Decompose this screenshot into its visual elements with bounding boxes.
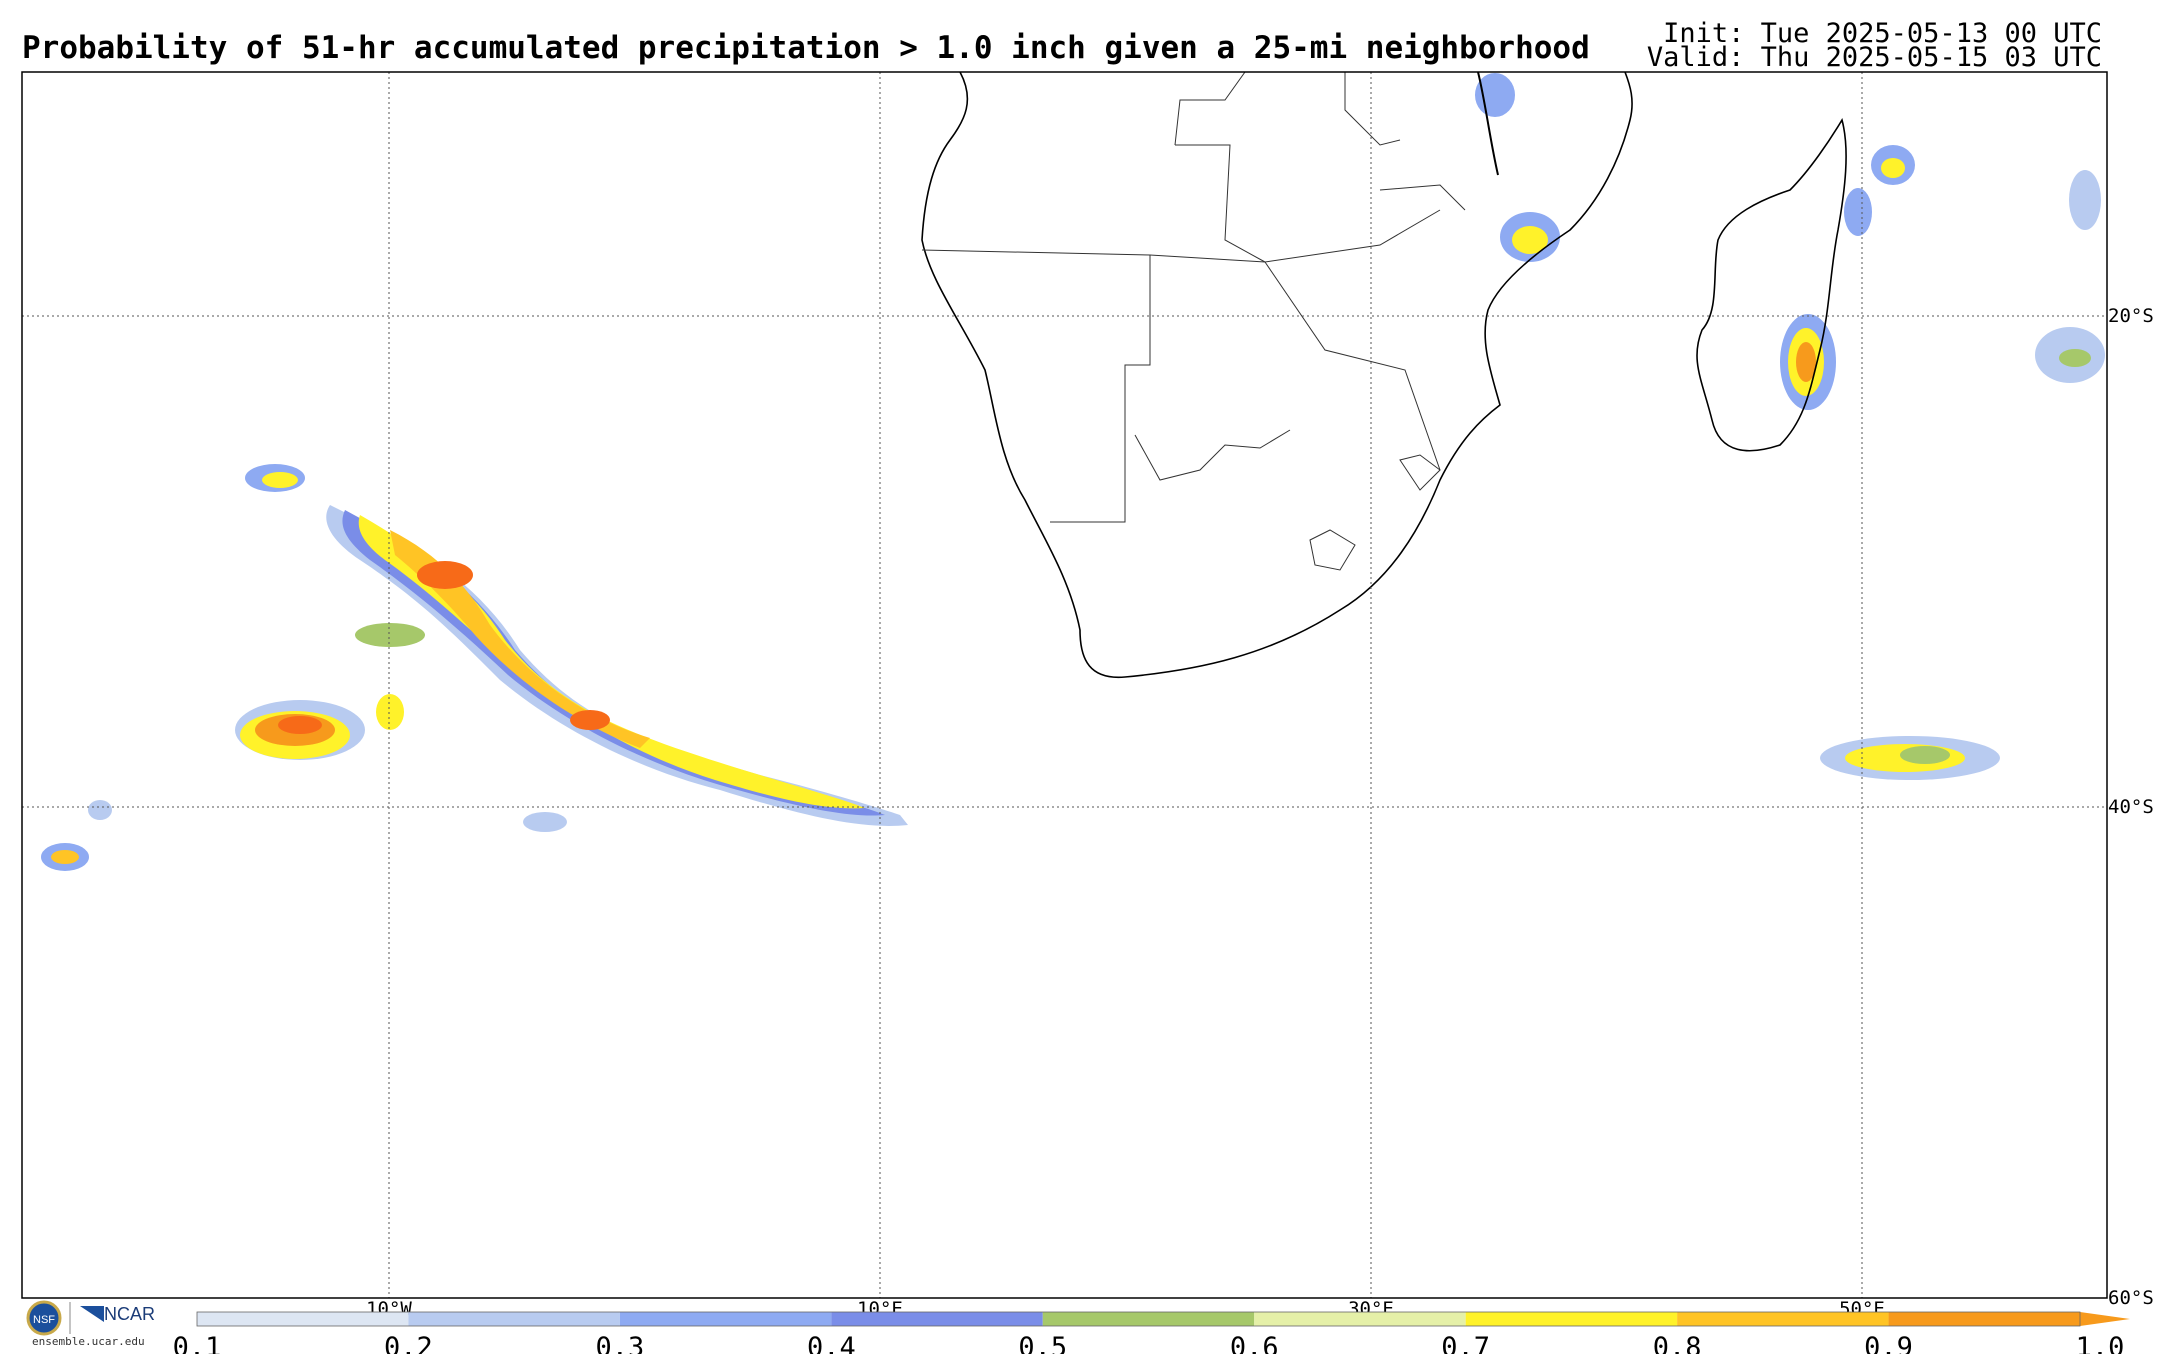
precip-blob bbox=[2069, 170, 2101, 230]
colorbar-tick-label: 1.0 bbox=[2076, 1332, 2125, 1354]
precip-blob bbox=[278, 716, 322, 734]
border bbox=[1175, 144, 1266, 263]
border bbox=[1379, 184, 1466, 211]
lat-label: 60°S bbox=[2108, 1287, 2154, 1309]
africa-coastline bbox=[921, 72, 1633, 679]
graticule bbox=[22, 72, 2107, 1298]
precip-blob bbox=[1796, 342, 1816, 382]
init-time: Init: Tue 2025-05-13 00 UTC bbox=[1663, 18, 2102, 49]
nsf-seal-icon bbox=[26, 1300, 62, 1336]
site-url: ensemble.ucar.edu bbox=[32, 1335, 145, 1348]
ncar-mark-icon bbox=[80, 1306, 104, 1322]
coastlines bbox=[921, 72, 1847, 679]
colorbar-tick-label: 0.9 bbox=[1864, 1332, 1913, 1354]
precip-blob bbox=[1844, 188, 1872, 236]
precip-field bbox=[41, 73, 2105, 871]
country-borders bbox=[921, 72, 1466, 571]
precip-blob bbox=[51, 850, 79, 864]
valid-time: Valid: Thu 2025-05-15 03 UTC bbox=[1646, 42, 2102, 73]
colorbar-segment bbox=[1042, 1312, 1255, 1326]
colorbar-tick-label: 0.7 bbox=[1441, 1332, 1490, 1354]
lat-label: 20°S bbox=[2108, 305, 2154, 327]
lake-malawi bbox=[1477, 72, 1499, 176]
colorbar-tick-label: 0.8 bbox=[1653, 1332, 1702, 1354]
colorbar-segment bbox=[1677, 1312, 1889, 1326]
nsf-badge-text: NSF bbox=[33, 1314, 55, 1326]
precip-blob bbox=[376, 694, 404, 730]
precip-blob bbox=[523, 812, 567, 832]
precip-blob bbox=[1900, 746, 1950, 764]
nsf-ncar-logo: NSF bbox=[26, 1300, 104, 1336]
precip-core bbox=[417, 561, 473, 589]
colorbar-extend-arrow bbox=[2080, 1312, 2130, 1326]
colorbar-segment bbox=[197, 1312, 409, 1326]
precip-core bbox=[570, 710, 610, 730]
border bbox=[1174, 72, 1246, 146]
colorbar-tick-label: 0.1 bbox=[173, 1332, 222, 1354]
ncar-logo-text: NCAR bbox=[104, 1304, 156, 1324]
madagascar-coastline bbox=[1696, 117, 1847, 452]
precip-blob bbox=[1475, 73, 1515, 117]
precip-blob bbox=[88, 800, 112, 820]
precip-band-orange bbox=[390, 530, 650, 748]
colorbar-frame bbox=[196, 1311, 2081, 1327]
colorbar-tick-label: 0.5 bbox=[1018, 1332, 1067, 1354]
colorbar-segment bbox=[1888, 1312, 2080, 1326]
precip-blob bbox=[262, 472, 298, 488]
precip-blob bbox=[1512, 226, 1548, 254]
border bbox=[1309, 529, 1356, 571]
colorbar-segment bbox=[408, 1312, 620, 1326]
border bbox=[1399, 454, 1441, 491]
map-title: Probability of 51-hr accumulated precipi… bbox=[22, 30, 1590, 66]
border bbox=[1264, 261, 1441, 471]
lat-label: 40°S bbox=[2108, 796, 2154, 818]
colorbar-tick-label: 0.3 bbox=[595, 1332, 644, 1354]
map-frame bbox=[21, 71, 2108, 1299]
colorbar-tick-label: 0.4 bbox=[807, 1332, 856, 1354]
colorbar-segment bbox=[619, 1312, 832, 1326]
colorbar-segment bbox=[1465, 1312, 1678, 1326]
precip-blob bbox=[1881, 158, 1905, 178]
colorbar-tick-label: 0.2 bbox=[384, 1332, 433, 1354]
colorbar-tick-label: 0.6 bbox=[1230, 1332, 1279, 1354]
precip-blob bbox=[2059, 349, 2091, 367]
border bbox=[1050, 255, 1151, 523]
precip-blob bbox=[355, 623, 425, 647]
colorbar-segment bbox=[1254, 1312, 1466, 1326]
border bbox=[921, 209, 1441, 263]
border bbox=[1344, 72, 1401, 146]
colorbar: 0.1 0.2 0.3 0.4 0.5 0.6 0.7 0.8 0.9 1.0 bbox=[173, 1311, 2130, 1354]
border bbox=[1134, 429, 1291, 481]
colorbar-segment bbox=[831, 1312, 1043, 1326]
